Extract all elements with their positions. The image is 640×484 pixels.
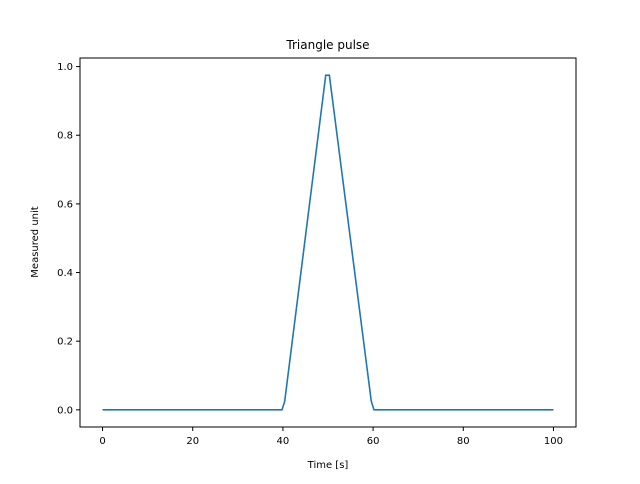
plot-frame: [79, 57, 577, 428]
x-tick-label: 60: [367, 436, 380, 447]
y-tick-label: 0.8: [57, 131, 73, 142]
series-line: [102, 74, 554, 411]
x-tick-label: 40: [277, 436, 290, 447]
x-tick-label: 20: [186, 436, 199, 447]
line-layer: [102, 74, 554, 411]
y-axis: 0.0 0.2 0.4 0.6 0.8 1.0: [57, 62, 80, 416]
plot-area: [79, 57, 577, 428]
x-axis-label: Time [s]: [307, 460, 349, 471]
chart-title: Triangle pulse: [285, 38, 369, 52]
y-axis-label: Measured unit: [30, 206, 41, 277]
x-tick-label: 100: [544, 436, 563, 447]
x-tick-label: 0: [99, 436, 105, 447]
x-tick-label: 80: [457, 436, 470, 447]
y-tick-label: 0.6: [57, 199, 73, 210]
y-tick-label: 1.0: [57, 62, 73, 73]
y-tick-label: 0.0: [57, 405, 73, 416]
y-tick-label: 0.2: [57, 337, 73, 348]
x-axis: 0 20 40 60 80 100: [99, 427, 563, 447]
y-tick-label: 0.4: [57, 268, 73, 279]
